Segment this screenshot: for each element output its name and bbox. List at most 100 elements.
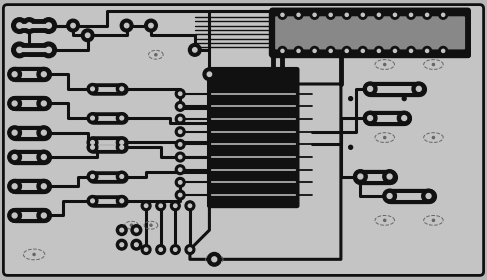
Circle shape <box>116 142 127 153</box>
Circle shape <box>46 47 52 53</box>
Circle shape <box>368 116 373 120</box>
Circle shape <box>141 245 151 255</box>
Circle shape <box>326 10 335 19</box>
Circle shape <box>116 239 127 250</box>
Circle shape <box>116 137 127 148</box>
Circle shape <box>86 33 90 38</box>
Circle shape <box>342 10 351 19</box>
Circle shape <box>326 46 335 55</box>
FancyBboxPatch shape <box>3 4 484 276</box>
Circle shape <box>175 152 185 162</box>
Circle shape <box>33 253 35 256</box>
Circle shape <box>391 46 399 55</box>
Circle shape <box>349 97 353 101</box>
Circle shape <box>131 239 142 250</box>
Circle shape <box>377 49 380 52</box>
FancyBboxPatch shape <box>275 16 465 49</box>
Circle shape <box>120 141 124 144</box>
Circle shape <box>354 170 367 183</box>
Circle shape <box>120 19 133 32</box>
Circle shape <box>131 224 132 226</box>
Circle shape <box>423 46 431 55</box>
Circle shape <box>12 184 17 189</box>
Circle shape <box>410 49 412 52</box>
Circle shape <box>294 10 303 19</box>
Circle shape <box>175 114 185 124</box>
Circle shape <box>329 49 332 52</box>
Circle shape <box>178 181 182 184</box>
Circle shape <box>116 225 127 235</box>
Circle shape <box>361 49 364 52</box>
Circle shape <box>170 245 180 255</box>
Circle shape <box>377 13 380 17</box>
Circle shape <box>120 228 124 232</box>
Circle shape <box>175 127 185 137</box>
Circle shape <box>342 46 351 55</box>
FancyBboxPatch shape <box>269 10 286 56</box>
Circle shape <box>188 204 192 207</box>
Circle shape <box>120 243 124 247</box>
Circle shape <box>91 87 94 91</box>
Circle shape <box>278 10 287 19</box>
FancyBboxPatch shape <box>207 67 300 208</box>
Circle shape <box>175 190 185 200</box>
Circle shape <box>37 97 51 110</box>
Circle shape <box>383 189 396 203</box>
Circle shape <box>12 213 17 218</box>
Circle shape <box>37 209 51 222</box>
Circle shape <box>345 49 348 52</box>
Circle shape <box>442 49 445 52</box>
Circle shape <box>363 111 377 125</box>
Circle shape <box>159 204 163 207</box>
Circle shape <box>387 174 392 179</box>
Circle shape <box>368 87 373 91</box>
Circle shape <box>407 10 415 19</box>
Circle shape <box>349 145 353 149</box>
Circle shape <box>207 72 211 76</box>
Circle shape <box>175 178 185 187</box>
Circle shape <box>17 47 22 53</box>
Circle shape <box>278 46 287 55</box>
Circle shape <box>71 23 75 28</box>
Circle shape <box>294 46 303 55</box>
Circle shape <box>81 29 94 42</box>
Circle shape <box>412 82 426 96</box>
Circle shape <box>149 23 153 28</box>
Circle shape <box>384 219 386 221</box>
Circle shape <box>432 136 434 139</box>
Circle shape <box>313 13 316 17</box>
Circle shape <box>12 18 27 33</box>
Circle shape <box>188 248 192 251</box>
Circle shape <box>432 219 434 221</box>
Circle shape <box>144 248 148 251</box>
Circle shape <box>12 72 17 77</box>
Circle shape <box>188 44 201 56</box>
Circle shape <box>203 68 216 81</box>
Circle shape <box>178 105 182 108</box>
Circle shape <box>87 137 98 148</box>
Circle shape <box>402 116 407 120</box>
Circle shape <box>37 126 51 139</box>
Circle shape <box>175 165 185 174</box>
Circle shape <box>432 64 434 66</box>
Circle shape <box>439 10 448 19</box>
Circle shape <box>422 189 435 203</box>
Circle shape <box>37 150 51 164</box>
Circle shape <box>144 204 148 207</box>
Circle shape <box>426 193 431 199</box>
Circle shape <box>21 18 37 33</box>
Circle shape <box>423 10 431 19</box>
Circle shape <box>375 46 383 55</box>
Circle shape <box>12 155 17 160</box>
Circle shape <box>17 23 22 28</box>
Circle shape <box>391 10 399 19</box>
Circle shape <box>178 168 182 171</box>
Circle shape <box>8 67 21 81</box>
Circle shape <box>67 19 79 32</box>
Circle shape <box>8 97 21 110</box>
Circle shape <box>41 130 46 135</box>
Circle shape <box>12 101 17 106</box>
Circle shape <box>141 201 151 211</box>
Circle shape <box>358 46 367 55</box>
Circle shape <box>116 83 127 94</box>
